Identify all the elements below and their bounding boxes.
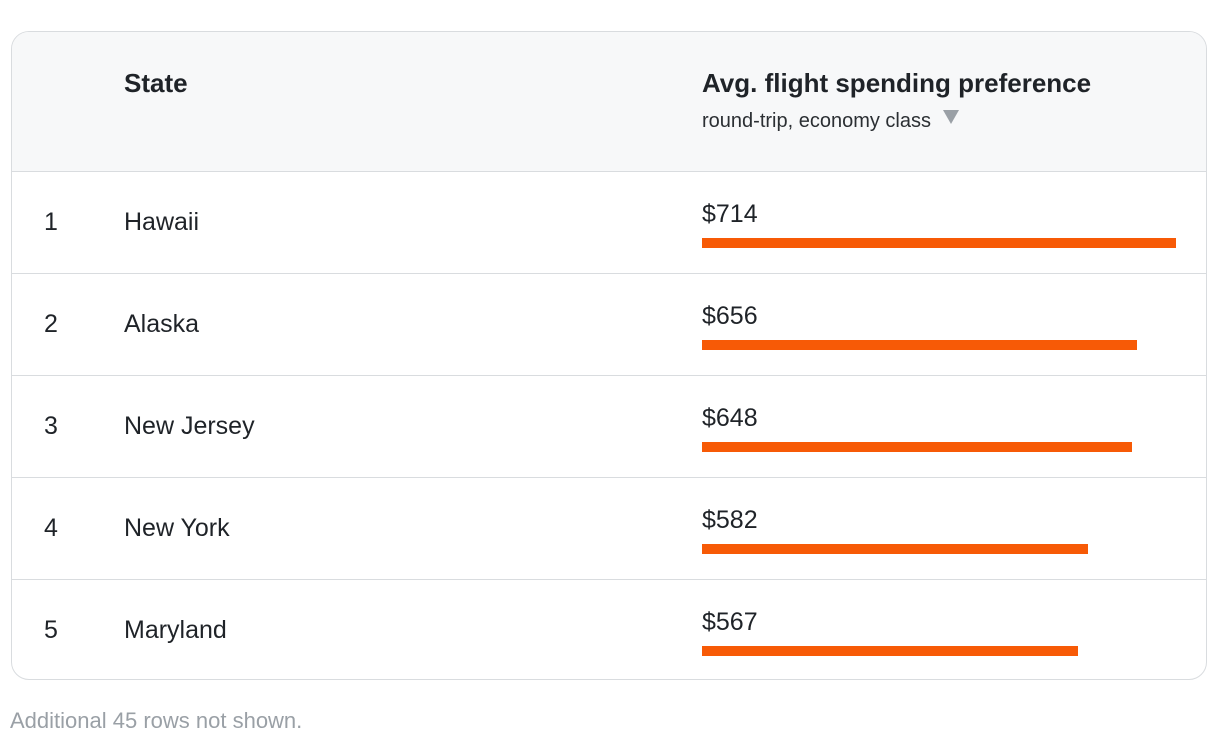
ranking-table: State Avg. flight spending preference ro… xyxy=(11,31,1207,680)
value-bar xyxy=(702,646,1078,656)
rank-cell: 5 xyxy=(44,616,58,644)
table-row: 5 Maryland $567 xyxy=(12,580,1206,679)
table-row: 1 Hawaii $714 xyxy=(12,172,1206,274)
spending-column-subheader[interactable]: round-trip, economy class xyxy=(702,109,959,133)
rank-cell: 4 xyxy=(44,514,58,542)
value-bar xyxy=(702,340,1137,350)
state-column-header[interactable]: State xyxy=(124,68,188,98)
spending-column-header[interactable]: Avg. flight spending preference xyxy=(702,68,1092,98)
value-label: $648 xyxy=(702,404,758,432)
value-bar xyxy=(702,544,1088,554)
table-row: 3 New Jersey $648 xyxy=(12,376,1206,478)
value-bar xyxy=(702,442,1132,452)
state-cell: Alaska xyxy=(124,310,200,338)
triangle-down-icon[interactable] xyxy=(942,109,959,124)
table-body: 1 Hawaii $714 2 Alaska $656 3 New Jersey… xyxy=(12,172,1206,679)
state-cell: New Jersey xyxy=(124,412,255,440)
table-header: State Avg. flight spending preference ro… xyxy=(12,32,1206,172)
spending-column-subheader-text: round-trip, economy class xyxy=(702,110,931,132)
value-label: $714 xyxy=(702,200,758,228)
value-label: $567 xyxy=(702,608,758,636)
value-bar xyxy=(702,238,1176,248)
rank-cell: 1 xyxy=(44,208,58,236)
state-cell: Maryland xyxy=(124,616,227,644)
rank-cell: 3 xyxy=(44,412,58,440)
value-label: $656 xyxy=(702,302,758,330)
state-cell: Hawaii xyxy=(124,208,200,236)
footnote: Additional 45 rows not shown. xyxy=(10,708,303,733)
table-row: 2 Alaska $656 xyxy=(12,274,1206,376)
state-cell: New York xyxy=(124,514,230,542)
table-row: 4 New York $582 xyxy=(12,478,1206,580)
rank-cell: 2 xyxy=(44,310,58,338)
value-label: $582 xyxy=(702,506,758,534)
